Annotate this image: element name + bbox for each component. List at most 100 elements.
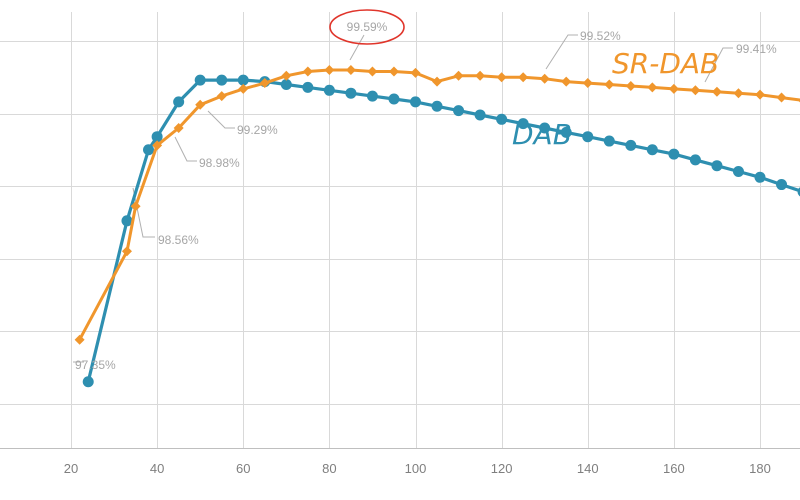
data-point bbox=[776, 179, 788, 191]
data-point bbox=[302, 66, 313, 77]
data-point bbox=[582, 131, 594, 143]
data-point bbox=[668, 148, 680, 160]
data-label: 99.52% bbox=[580, 29, 621, 43]
data-point bbox=[302, 81, 314, 93]
x-tick-label: 20 bbox=[64, 461, 78, 476]
x-tick-label: 40 bbox=[150, 461, 164, 476]
series-line bbox=[86, 78, 800, 383]
data-labels: 97.35% 98.56% 98.98% 99.29% 99.59% 99.52% 99.4… bbox=[75, 9, 777, 372]
data-point bbox=[281, 70, 292, 81]
annotation-leader bbox=[704, 47, 733, 83]
series-dab bbox=[82, 74, 800, 388]
data-point bbox=[366, 90, 378, 102]
data-point bbox=[711, 160, 723, 172]
data-point bbox=[647, 82, 658, 93]
data-point bbox=[732, 166, 744, 177]
data-point bbox=[324, 65, 335, 75]
data-point bbox=[754, 171, 766, 183]
data-label: 98.98% bbox=[199, 156, 240, 170]
data-point bbox=[143, 144, 155, 156]
x-axis-tick-labels: 20 40 60 80 100 120 140 160 180 bbox=[64, 461, 771, 476]
data-point bbox=[625, 80, 636, 91]
x-tick-label: 160 bbox=[663, 461, 685, 476]
data-point bbox=[323, 84, 335, 96]
data-point bbox=[797, 187, 800, 197]
data-label: 99.41% bbox=[736, 42, 777, 56]
series-label-sr-dab: SR-DAB bbox=[612, 47, 719, 80]
annotation-leader bbox=[545, 34, 578, 70]
annotation-leader bbox=[207, 110, 235, 129]
data-point bbox=[690, 85, 701, 96]
data-point bbox=[625, 139, 637, 151]
data-point bbox=[689, 154, 701, 166]
data-point bbox=[776, 92, 787, 103]
annotation-leader bbox=[349, 34, 365, 61]
highlight-ellipse bbox=[329, 9, 405, 45]
data-label: 98.56% bbox=[158, 233, 199, 247]
data-point bbox=[496, 72, 507, 83]
data-point bbox=[216, 91, 227, 102]
data-point bbox=[345, 87, 357, 99]
data-point bbox=[410, 67, 421, 78]
data-point bbox=[582, 78, 593, 89]
data-point bbox=[259, 78, 270, 89]
data-point bbox=[130, 201, 141, 212]
data-point bbox=[121, 215, 133, 227]
data-point bbox=[432, 76, 443, 87]
data-point bbox=[646, 144, 658, 156]
data-label: 99.29% bbox=[237, 123, 278, 137]
data-point bbox=[216, 74, 228, 86]
data-point bbox=[388, 66, 399, 77]
data-point bbox=[453, 105, 465, 117]
x-tick-label: 180 bbox=[749, 461, 771, 476]
data-point bbox=[388, 93, 400, 105]
data-point bbox=[173, 96, 185, 108]
data-point bbox=[238, 83, 249, 94]
horizontal-gridlines bbox=[0, 41, 800, 405]
annotation-leaders bbox=[73, 34, 733, 363]
data-point bbox=[711, 86, 722, 97]
x-tick-label: 100 bbox=[405, 461, 427, 476]
x-tick-label: 120 bbox=[491, 461, 513, 476]
data-point bbox=[410, 96, 421, 108]
annotation-leader bbox=[174, 136, 197, 162]
data-point bbox=[560, 126, 572, 138]
x-tick-label: 60 bbox=[236, 461, 250, 476]
x-tick-label: 140 bbox=[577, 461, 599, 476]
data-point bbox=[496, 113, 508, 125]
data-label: 99.59% bbox=[347, 20, 388, 34]
data-point bbox=[151, 131, 163, 143]
series-layer bbox=[74, 65, 800, 388]
data-label: 97.35% bbox=[75, 358, 116, 372]
data-point bbox=[517, 118, 529, 130]
data-point bbox=[82, 376, 94, 388]
data-point bbox=[604, 79, 615, 90]
data-point bbox=[280, 79, 292, 90]
data-point bbox=[237, 74, 249, 86]
data-point bbox=[173, 123, 184, 133]
data-point bbox=[518, 72, 529, 83]
data-point bbox=[74, 334, 85, 345]
data-point bbox=[367, 66, 378, 77]
data-point bbox=[152, 140, 163, 151]
data-point bbox=[603, 135, 615, 147]
series-label-dab: DAB bbox=[512, 118, 572, 151]
data-point bbox=[561, 76, 572, 87]
data-point bbox=[539, 73, 550, 84]
series-line bbox=[78, 68, 800, 341]
data-point bbox=[475, 70, 486, 81]
data-point bbox=[121, 246, 132, 257]
data-point bbox=[194, 74, 206, 86]
series-sr-dab bbox=[74, 65, 800, 345]
data-point bbox=[539, 122, 551, 134]
x-tick-label: 80 bbox=[322, 461, 336, 476]
data-point bbox=[345, 65, 356, 75]
data-point bbox=[431, 100, 443, 112]
data-point bbox=[195, 99, 206, 110]
data-point bbox=[668, 83, 679, 94]
data-point bbox=[755, 89, 765, 100]
data-point bbox=[733, 88, 744, 99]
data-point bbox=[453, 70, 464, 81]
data-point bbox=[474, 109, 486, 121]
